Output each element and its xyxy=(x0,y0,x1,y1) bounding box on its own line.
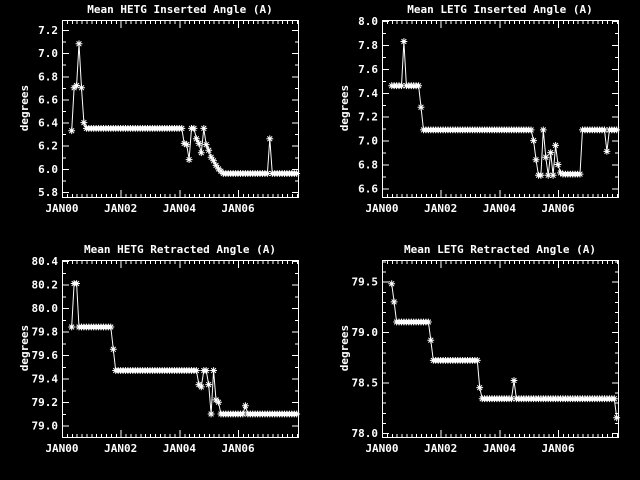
y-major-ticks xyxy=(383,21,618,190)
y-tick-label: 80.4 xyxy=(32,255,59,268)
y-major-ticks xyxy=(383,281,618,434)
x-tick-label: JAN04 xyxy=(163,442,196,455)
plot-box xyxy=(382,20,619,198)
y-minor-ticks xyxy=(63,30,298,193)
x-tick-label: JAN00 xyxy=(365,442,398,455)
x-tick-label: JAN00 xyxy=(45,202,78,215)
plot-title: Mean HETG Retracted Angle (A) xyxy=(84,243,276,256)
y-tick-label: 6.8 xyxy=(358,159,378,172)
x-tick-label: JAN02 xyxy=(424,202,457,215)
x-tick-label: JAN02 xyxy=(104,202,137,215)
chart-mean-letg-inserted-angle: JAN00 JAN02 JAN04 JAN06 6.6 6.8 7.0 7.2 7.4 7.6 7.… xyxy=(338,3,621,215)
y-tick-label: 6.6 xyxy=(38,93,58,106)
x-tick-label: JAN04 xyxy=(483,442,516,455)
y-tick-label: 79.5 xyxy=(352,276,379,289)
y-tick-label: 79.4 xyxy=(32,373,59,386)
y-axis-label: degrees xyxy=(18,85,31,131)
plot-box xyxy=(62,260,299,438)
y-major-ticks xyxy=(63,30,298,193)
y-axis-label: degrees xyxy=(338,85,351,131)
y-tick-label: 79.0 xyxy=(32,420,59,433)
plot-mean-letg-inserted-angle: JAN00 JAN02 JAN04 JAN06 6.6 6.8 7.0 7.2 7.4 7.6 7.… xyxy=(320,0,640,240)
y-tick-label: 79.6 xyxy=(32,349,59,362)
y-tick-label: 8.0 xyxy=(358,15,378,28)
y-tick-label: 79.0 xyxy=(352,326,379,339)
y-tick-label: 5.8 xyxy=(38,186,58,199)
plot-box xyxy=(382,260,619,438)
x-tick-label: JAN06 xyxy=(542,442,575,455)
series-asterisk-markers xyxy=(68,280,301,418)
chart-mean-letg-retracted-angle: JAN00 JAN02 JAN04 JAN06 78.0 78.5 79.0 79.5 Mean… xyxy=(338,243,621,455)
x-tick-label: JAN06 xyxy=(222,442,255,455)
plot-mean-letg-retracted-angle: JAN00 JAN02 JAN04 JAN06 78.0 78.5 79.0 79.5 Mean… xyxy=(320,240,640,480)
x-minor-ticks xyxy=(382,261,618,437)
y-tick-label: 7.2 xyxy=(358,111,378,124)
plot-title: Mean LETG Inserted Angle (A) xyxy=(407,3,592,16)
y-tick-label: 7.6 xyxy=(358,63,378,76)
y-tick-label: 6.6 xyxy=(358,182,378,195)
y-tick-label: 7.2 xyxy=(38,24,58,37)
y-major-ticks xyxy=(63,261,298,427)
x-tick-label: JAN06 xyxy=(542,202,575,215)
series-line xyxy=(391,41,617,176)
x-tick-label: JAN00 xyxy=(365,202,398,215)
x-tick-label: JAN00 xyxy=(45,442,78,455)
series-line xyxy=(71,43,297,174)
series-asterisk-markers xyxy=(68,40,301,177)
series-line xyxy=(71,283,297,415)
plot-box xyxy=(62,20,299,198)
y-tick-label: 79.8 xyxy=(32,326,59,339)
x-major-ticks xyxy=(62,261,240,437)
y-tick-label: 6.0 xyxy=(38,163,58,176)
y-axis-label: degrees xyxy=(338,325,351,371)
y-tick-label: 7.4 xyxy=(358,87,378,100)
y-tick-label: 79.2 xyxy=(32,396,59,409)
series-asterisk-markers xyxy=(388,280,621,422)
x-tick-label: JAN02 xyxy=(424,442,457,455)
chart-mean-hetg-retracted-angle: JAN00 JAN02 JAN04 JAN06 79.0 79.2 79.4 79.6 79.8… xyxy=(18,243,301,455)
plot-mean-hetg-retracted-angle: JAN00 JAN02 JAN04 JAN06 79.0 79.2 79.4 79.6 79.8… xyxy=(0,240,320,480)
x-tick-label: JAN04 xyxy=(483,202,516,215)
x-major-ticks xyxy=(382,21,560,197)
x-tick-label: JAN04 xyxy=(163,202,196,215)
plot-title: Mean HETG Inserted Angle (A) xyxy=(87,3,272,16)
x-tick-label: JAN02 xyxy=(104,442,137,455)
x-minor-ticks xyxy=(382,21,618,197)
y-minor-ticks xyxy=(63,261,298,427)
y-axis-label: degrees xyxy=(18,325,31,371)
y-tick-label: 80.2 xyxy=(32,279,59,292)
y-tick-label: 7.8 xyxy=(358,39,378,52)
plot-title: Mean LETG Retracted Angle (A) xyxy=(404,243,596,256)
y-tick-label: 7.0 xyxy=(38,47,58,60)
y-tick-label: 78.0 xyxy=(352,427,379,440)
plot-mean-hetg-inserted-angle: JAN00 JAN02 JAN04 JAN06 5.8 6.0 6.2 6.4 6.6 6.8 7.… xyxy=(0,0,320,240)
y-minor-ticks xyxy=(383,21,618,190)
x-tick-label: JAN06 xyxy=(222,202,255,215)
y-tick-label: 6.2 xyxy=(38,140,58,153)
y-tick-label: 7.0 xyxy=(358,135,378,148)
y-tick-label: 80.0 xyxy=(32,302,59,315)
series-asterisk-markers xyxy=(388,38,621,179)
x-major-ticks xyxy=(382,261,560,437)
x-major-ticks xyxy=(62,21,240,197)
chart-mean-hetg-inserted-angle: JAN00 JAN02 JAN04 JAN06 5.8 6.0 6.2 6.4 6.6 6.8 7.… xyxy=(18,3,301,215)
y-tick-label: 6.4 xyxy=(38,117,58,130)
y-minor-ticks xyxy=(383,261,618,434)
y-tick-label: 78.5 xyxy=(352,377,379,390)
y-tick-label: 6.8 xyxy=(38,70,58,83)
